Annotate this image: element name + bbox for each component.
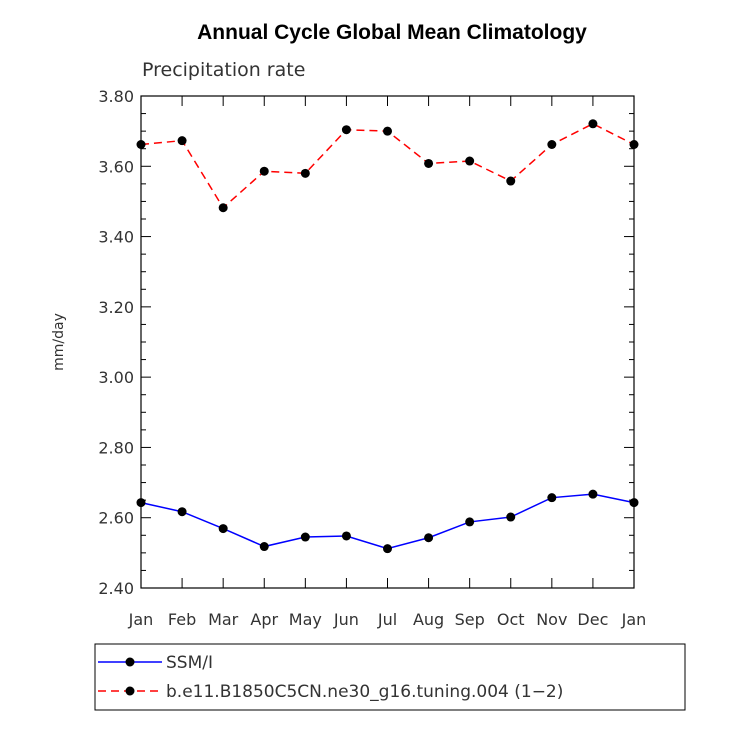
- y-tick-label: 2.80: [98, 438, 134, 457]
- x-tick-label: Sep: [455, 610, 485, 629]
- data-point: [547, 493, 557, 503]
- legend: SSM/I b.e11.B1850C5CN.ne30_g16.tuning.004…: [94, 643, 686, 711]
- data-point: [341, 125, 351, 135]
- x-tick-label: May: [289, 610, 322, 629]
- data-point: [629, 139, 639, 149]
- data-point: [588, 489, 598, 499]
- legend-marker-1: [125, 686, 135, 696]
- axes: 2.40 2.60 2.80 3.00 3.20 3.40 3.60 3.80 Jan Feb Ma…: [98, 87, 646, 629]
- y-tick-label: 2.60: [98, 509, 134, 528]
- series-line: [140, 493, 635, 550]
- legend-marker-0: [125, 657, 135, 667]
- data-point: [506, 512, 516, 522]
- x-tick-label: Oct: [497, 610, 525, 629]
- chart-title: Annual Cycle Global Mean Climatology: [197, 21, 587, 44]
- x-tick-label: Dec: [577, 610, 608, 629]
- x-tick-label: Feb: [168, 610, 196, 629]
- data-point: [300, 532, 310, 542]
- x-tick-label: Mar: [208, 610, 239, 629]
- y-axis-label: mm/day: [51, 313, 67, 371]
- x-tick-label: Aug: [413, 610, 444, 629]
- data-point: [465, 156, 475, 166]
- data-point: [547, 139, 557, 149]
- legend-label-1: b.e11.B1850C5CN.ne30_g16.tuning.004 (1−2…: [166, 682, 563, 702]
- data-point: [588, 119, 598, 129]
- data-point: [136, 139, 146, 149]
- y-tick-label: 3.20: [98, 298, 134, 317]
- data-point: [383, 544, 392, 554]
- y-tick-label: 3.40: [98, 228, 134, 247]
- y-tick-label: 3.80: [98, 87, 134, 106]
- data-point: [259, 166, 269, 176]
- data-point: [177, 507, 187, 517]
- data-point: [465, 517, 475, 527]
- y-tick-label: 3.00: [98, 368, 134, 387]
- x-tick-label: Nov: [536, 610, 567, 629]
- data-point: [218, 203, 228, 213]
- legend-label-0: SSM/I: [166, 653, 213, 673]
- data-point: [506, 176, 516, 186]
- data-point: [629, 498, 639, 508]
- x-tick-label: Jan: [621, 610, 647, 629]
- y-tick-label: 3.60: [98, 157, 134, 176]
- x-tick-label: Jun: [333, 610, 359, 629]
- chart-subtitle: Precipitation rate: [142, 59, 305, 81]
- data-point: [177, 136, 187, 146]
- legend-box: [94, 643, 686, 711]
- y-tick-label: 2.40: [98, 579, 134, 598]
- series-layer: [136, 119, 639, 554]
- x-tick-label: Apr: [250, 610, 278, 629]
- data-point: [259, 542, 269, 552]
- data-point: [424, 158, 434, 168]
- series-1: [136, 119, 639, 213]
- data-point: [218, 524, 228, 534]
- data-point: [424, 533, 434, 543]
- plot-frame: [140, 95, 635, 589]
- x-tick-label: Jan: [128, 610, 154, 629]
- series-0: [136, 489, 639, 554]
- data-point: [300, 168, 310, 178]
- data-point: [341, 531, 351, 541]
- data-point: [383, 126, 392, 136]
- x-tick-label: Jul: [377, 610, 397, 629]
- data-point: [136, 498, 146, 508]
- series-line: [140, 122, 635, 209]
